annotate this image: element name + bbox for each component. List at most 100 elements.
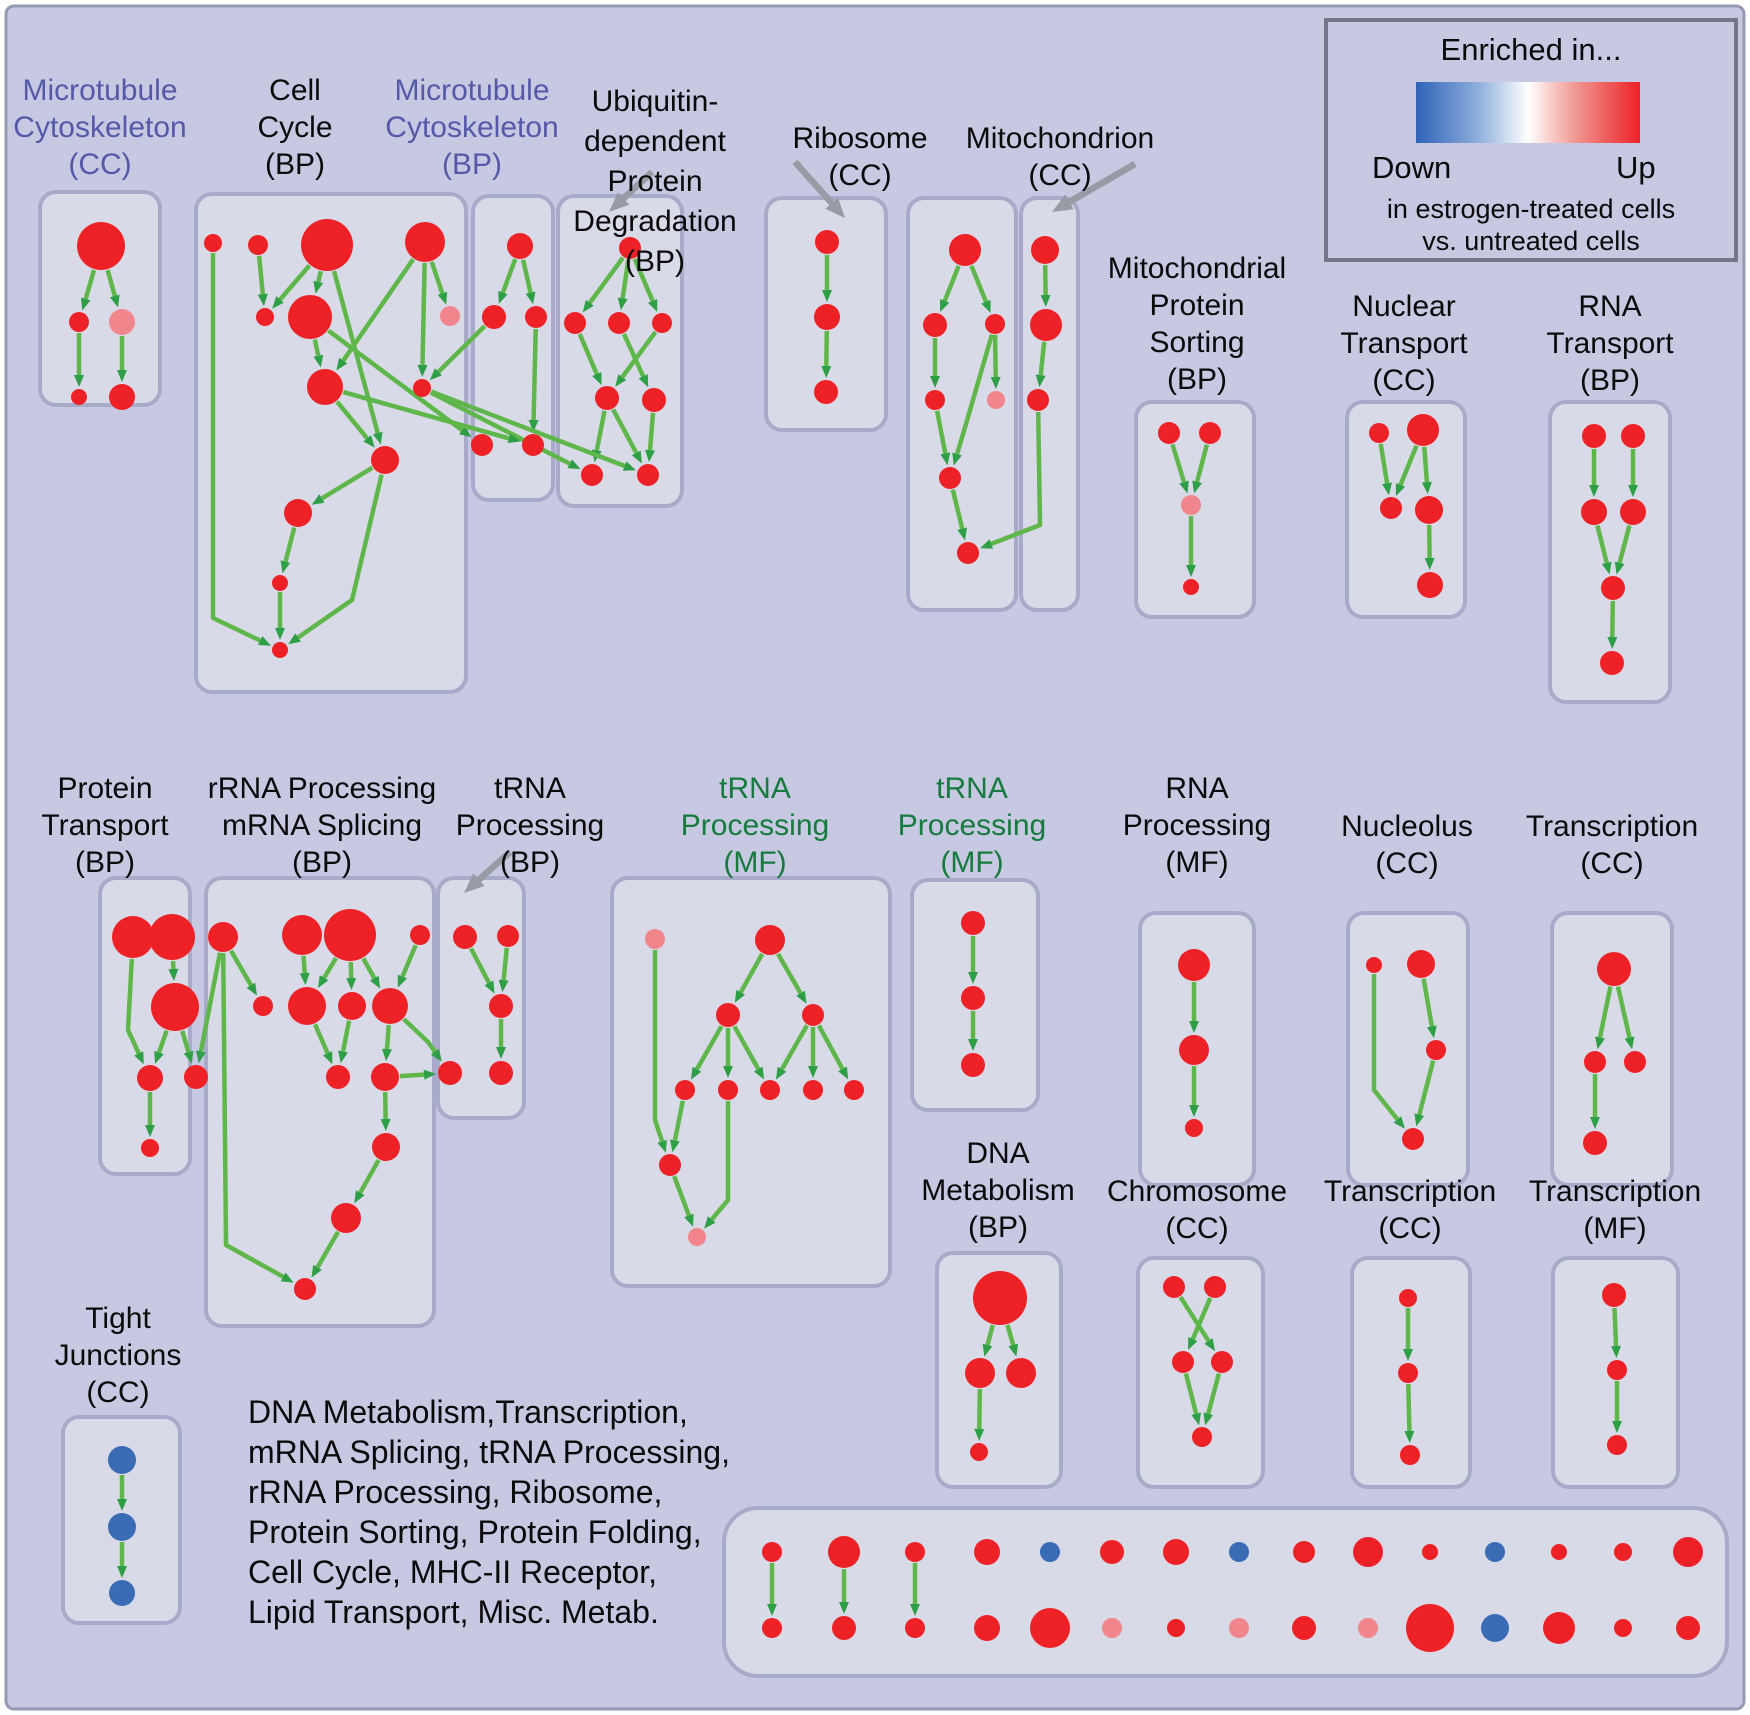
label-pointer-arrow-3-line [476, 849, 513, 883]
edge-line [316, 270, 323, 283]
graph-node-bottom_misc-7 [1229, 1542, 1249, 1562]
graph-node-cell_cycle-8 [413, 379, 431, 397]
edge-arrowhead [1601, 561, 1612, 575]
cluster-label-20: Transcription (MF) [1528, 1175, 1702, 1245]
graph-node-ribosome-4 [987, 391, 1005, 409]
graph-node-rna_trans-0 [1582, 424, 1606, 448]
cross-edge-line [430, 389, 626, 469]
edge-arrowhead [838, 1066, 849, 1080]
graph-node-rrna-5 [288, 987, 326, 1025]
edge-arrowhead [1589, 485, 1599, 497]
graph-node-ubiq2-1 [814, 304, 840, 330]
edge-line [105, 269, 117, 297]
edge-arrowhead [1624, 1036, 1635, 1050]
edge-line [587, 256, 625, 305]
edge-line [694, 1025, 724, 1071]
cluster-label-2: Microtubule Cytoskeleton (BP) [385, 74, 559, 181]
edge-line [301, 955, 307, 974]
edge-line [1398, 444, 1419, 486]
edge-line [934, 410, 948, 454]
edge-line [125, 958, 141, 1055]
graph-node-trna_mf1-8 [844, 1080, 864, 1100]
edge-line [341, 258, 415, 362]
edge-line [816, 1024, 845, 1070]
graph-node-mt_bp-3 [471, 434, 493, 456]
graph-node-trans_cc2-2 [1624, 1051, 1646, 1073]
edge-arrowhead [1008, 1343, 1018, 1357]
edge-arrowhead [311, 494, 325, 505]
cluster-label-1: Cell Cycle (BP) [257, 74, 333, 181]
edge-arrowhead [311, 1264, 322, 1278]
edge-arrowhead [110, 294, 120, 308]
graph-node-ribosome-6 [957, 542, 979, 564]
graph-node-chromosome-1 [1204, 1276, 1226, 1298]
cluster-label-14: RNA Processing (MF) [1122, 772, 1272, 879]
edge-arrowhead [1382, 482, 1392, 496]
graph-node-cell_cycle-10 [284, 499, 312, 527]
cluster-label-7: Nuclear Transport (CC) [1340, 290, 1468, 397]
edge-arrowhead [1612, 1421, 1622, 1433]
edge-arrowhead [1189, 1021, 1199, 1033]
edge-arrowhead [484, 980, 495, 994]
edge-arrowhead [258, 636, 271, 646]
edge-arrowhead [1607, 636, 1618, 649]
edge-line [384, 1024, 391, 1050]
cluster-box-bottom_misc [722, 1506, 1729, 1678]
edge-line [180, 1030, 191, 1053]
edge-arrowhead [990, 376, 1001, 389]
edge-arrowhead [1628, 485, 1638, 497]
edge-line [322, 956, 338, 979]
cross-edge-line [327, 328, 464, 432]
edge-line [620, 330, 658, 379]
edge-line [531, 328, 538, 421]
graph-node-bottom_misc-3 [974, 1539, 1000, 1565]
edge-line [1190, 1297, 1213, 1340]
edge-line [278, 264, 312, 302]
graph-node-cell_cycle-3 [405, 222, 445, 262]
graph-node-mito-1 [1030, 309, 1062, 341]
edge-arrowhead [582, 299, 594, 313]
edge-line [577, 333, 599, 375]
graph-node-bottom_misc-23 [1292, 1616, 1316, 1640]
edge-arrowhead [313, 354, 324, 368]
edge-arrowhead [346, 977, 357, 990]
edge-line [296, 474, 384, 640]
edge-line [1005, 1324, 1016, 1346]
graph-node-bottom_misc-6 [1163, 1539, 1189, 1565]
graph-node-trna_mf1-6 [760, 1080, 780, 1100]
edge-arrowhead [528, 419, 539, 432]
cross-edge-arrowhead [507, 433, 521, 444]
edge-line [361, 957, 377, 980]
cluster-label-5: Mitochondrion (CC) [965, 122, 1155, 192]
edge-arrowhead [1203, 1412, 1213, 1426]
graph-node-prot_trans-0 [112, 916, 154, 958]
graph-node-bottom_misc-0 [762, 1542, 782, 1562]
edge-arrowhead [1424, 557, 1435, 570]
graph-node-trna_mf2-2 [961, 1053, 985, 1077]
edge-arrowhead [631, 450, 642, 464]
legend-caption-line1: in estrogen-treated cells [1386, 194, 1676, 224]
graph-node-chromosome-4 [1192, 1427, 1212, 1447]
edge-line [229, 949, 253, 987]
graph-node-bottom_misc-13 [1614, 1543, 1632, 1561]
graph-node-mt_bp-1 [482, 305, 506, 329]
graph-node-tight_junc-2 [109, 1580, 135, 1606]
edge-line [312, 339, 321, 357]
graph-node-nuc_trans-1 [1407, 414, 1439, 446]
cluster-box-trans_cc2 [1550, 911, 1674, 1187]
edge-line [1615, 986, 1632, 1039]
graph-node-trna_bp-2 [489, 994, 513, 1018]
graph-node-mito-2 [1027, 389, 1049, 411]
graph-node-nuc_trans-0 [1369, 423, 1389, 443]
edge-arrowhead [940, 299, 950, 312]
edge-arrowhead [380, 1118, 391, 1131]
edge-line [1371, 974, 1400, 1121]
graph-node-bottom_misc-26 [1481, 1614, 1509, 1642]
cluster-label-18: Chromosome (CC) [1106, 1175, 1288, 1245]
edge-arrowhead [940, 452, 951, 466]
graph-node-trans_mf3-2 [1607, 1435, 1627, 1455]
graph-node-rrna-12 [294, 1278, 316, 1300]
edge-arrowhead [382, 1048, 392, 1061]
graph-node-rna_mf-1 [1179, 1035, 1209, 1065]
